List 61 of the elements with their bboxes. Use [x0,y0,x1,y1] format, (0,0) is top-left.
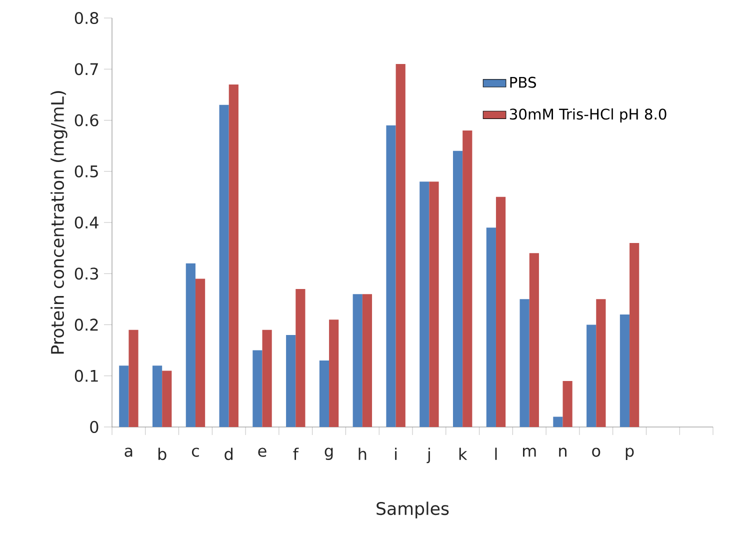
bar [162,370,172,427]
y-axis-title: Protein concentration (mg/mL) [50,91,68,354]
bar [152,366,162,427]
bar [128,330,138,427]
x-tick-label: e [258,448,266,457]
x-tick-label: j [426,448,430,464]
bar [386,125,396,427]
x-tick-label: g [324,448,333,460]
legend-label: 30mM Tris-HCl pH 8.0 [510,108,666,123]
bar [620,314,630,427]
bar [286,334,296,427]
bar [420,182,430,427]
y-tick-label: 0.7 [74,63,98,76]
y-tick-label: 0.4 [74,216,98,229]
bar [195,278,206,427]
x-tick-label: p [626,448,634,460]
bar [396,64,406,427]
bar [452,150,463,427]
bar [486,228,496,427]
x-tick-label: b [158,448,166,460]
bar [228,84,238,427]
y-tick-label: 0.6 [74,114,98,126]
x-tick-label: m [523,448,536,457]
bar [562,380,572,427]
bar [529,253,539,427]
bar [119,366,129,427]
bar [219,104,229,427]
bar [496,196,506,427]
bar [329,320,339,427]
x-tick-label: a [124,448,132,457]
bar [630,242,640,427]
bar [520,299,530,427]
y-tick-label: 0 [90,420,98,434]
bar [362,294,372,427]
y-tick-label: 0.2 [74,318,98,331]
bar [252,350,262,427]
bar [352,294,362,427]
x-tick-label: n [559,448,566,457]
y-tick-label: 0.1 [74,370,98,382]
legend-label: PBS [510,76,536,88]
x-tick-label: f [293,448,299,460]
x-tick-label: h [358,448,366,460]
y-tick-label: 0.8 [74,12,98,24]
x-axis-title: Samples [376,502,449,518]
bar [429,182,439,427]
bar [319,360,330,427]
bar [596,299,606,427]
bar [296,288,306,427]
bar [553,416,563,427]
x-tick-label: c [192,448,199,457]
x-tick-label: k [459,448,468,460]
y-tick-label: 0.5 [74,165,98,178]
bar [586,324,596,427]
x-tick-label: i [395,448,397,460]
x-tick-label: o [592,448,600,457]
y-tick-label: 0.3 [74,268,98,280]
x-tick-label: l [495,448,497,460]
x-tick-label: d [224,448,232,460]
bar [186,263,196,427]
bar [262,330,272,427]
bar [462,130,472,427]
